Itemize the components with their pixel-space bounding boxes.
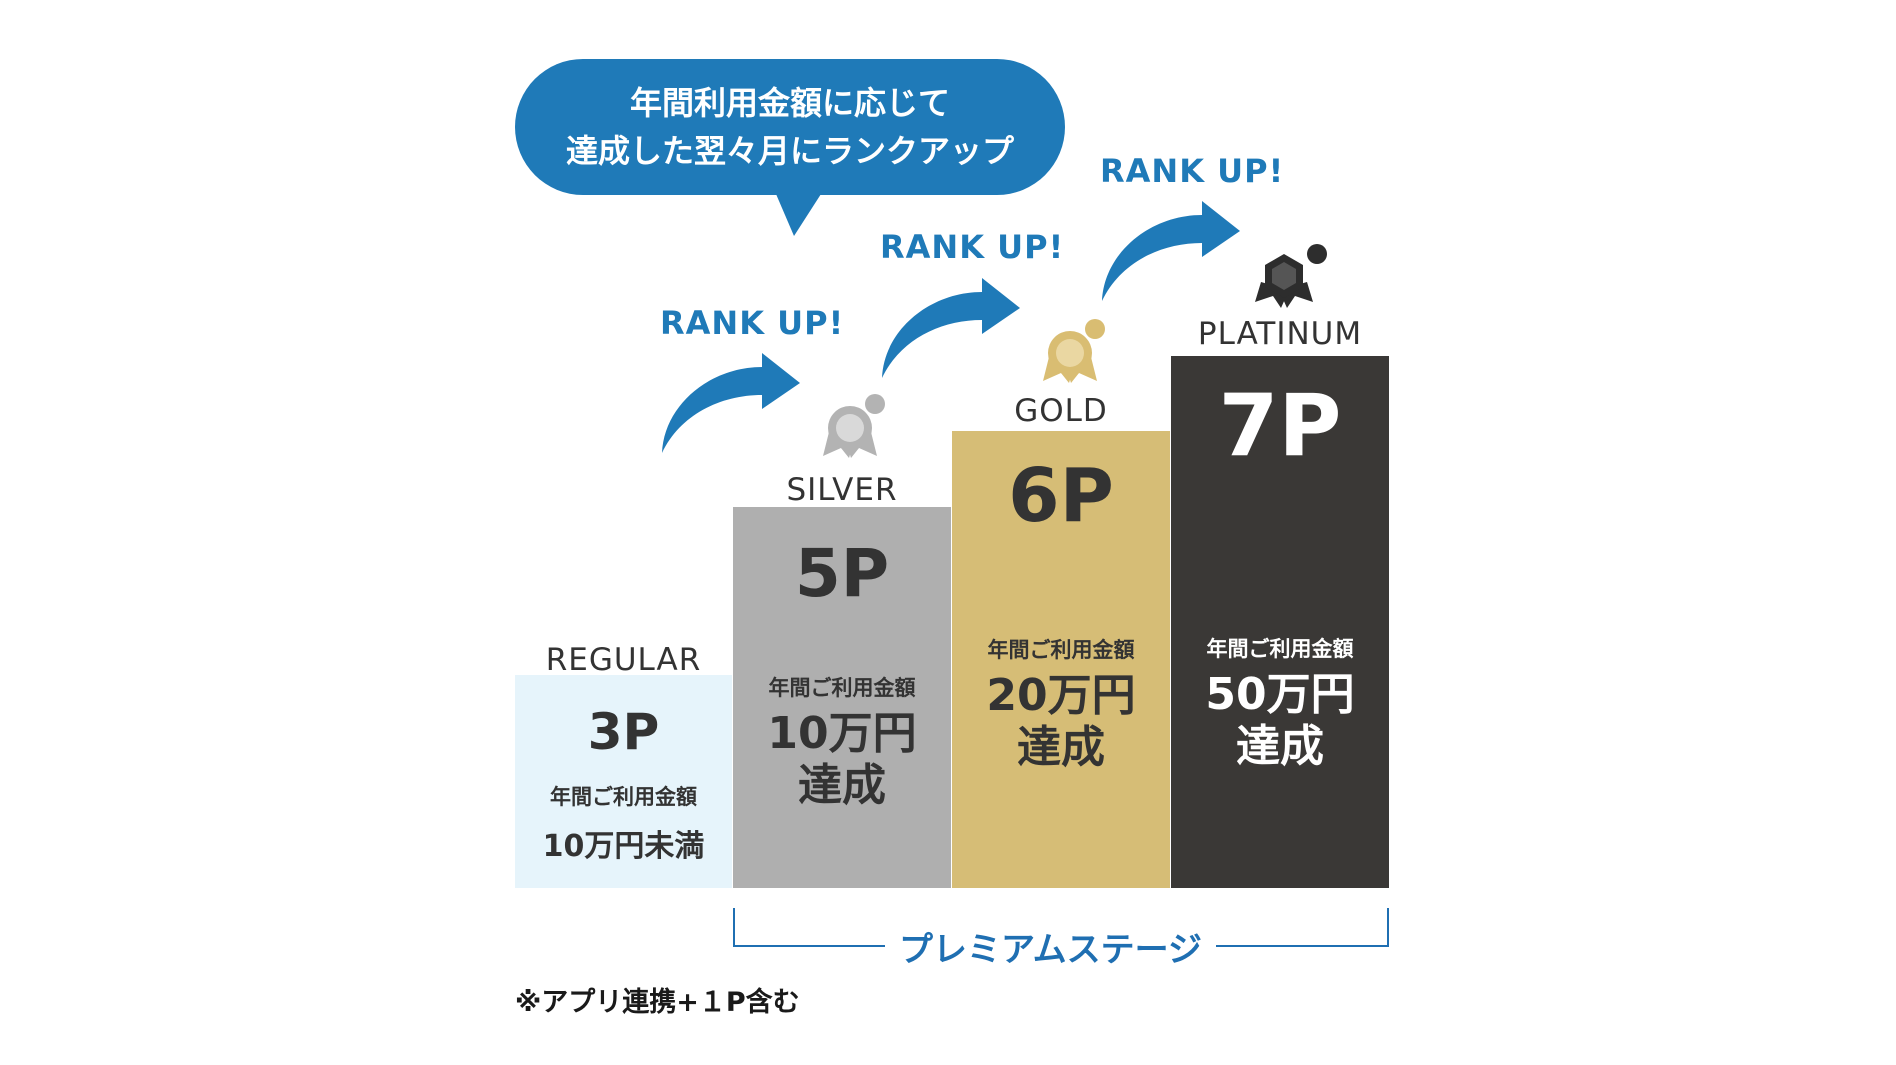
tier-condition-achieve: 達成 bbox=[798, 760, 886, 811]
tier-bar-gold: 6P 年間ご利用金額 20万円 達成 bbox=[952, 431, 1170, 888]
rank-up-label-1: RANK UP! bbox=[660, 304, 845, 342]
tier-points: 5P bbox=[794, 535, 890, 612]
tier-points: 6P bbox=[1008, 453, 1114, 539]
tier-points: 3P bbox=[587, 703, 660, 761]
medal-icon bbox=[823, 394, 885, 458]
tier-condition-label: 年間ご利用金額 bbox=[987, 638, 1135, 662]
tier-points: 7P bbox=[1218, 376, 1342, 476]
curved-arrow-icon bbox=[882, 278, 1020, 378]
medal-icon bbox=[1043, 319, 1105, 383]
tier-bar-regular: 3P 年間ご利用金額 10万円未満 bbox=[515, 675, 732, 888]
curved-arrow-icon bbox=[662, 353, 800, 453]
tier-condition-label: 年間ご利用金額 bbox=[1206, 637, 1354, 661]
tier-condition-achieve: 達成 bbox=[1017, 722, 1105, 773]
tier-condition-value: 10万円未満 bbox=[542, 829, 705, 864]
tier-condition-achieve: 達成 bbox=[1236, 721, 1324, 772]
bubble-line-2: 達成した翌々月にランクアップ bbox=[565, 132, 1014, 170]
tier-bar-silver: 5P 年間ご利用金額 10万円 達成 bbox=[733, 507, 951, 888]
tier-name-silver: SILVER bbox=[786, 472, 898, 508]
bubble-tail bbox=[770, 180, 830, 236]
bubble-line-1: 年間利用金額に応じて bbox=[629, 84, 950, 122]
tier-condition-amount: 20万円 bbox=[986, 670, 1136, 721]
crown-badge-icon bbox=[1255, 244, 1327, 308]
tier-name-gold: GOLD bbox=[1014, 393, 1108, 429]
tier-condition-amount: 50万円 bbox=[1205, 669, 1355, 720]
tier-condition-amount: 10万円 bbox=[767, 708, 917, 759]
footnote: ※アプリ連携+１P含む bbox=[515, 987, 800, 1018]
rank-up-label-3: RANK UP! bbox=[1100, 152, 1285, 190]
tier-name-platinum: PLATINUM bbox=[1197, 316, 1363, 352]
info-bubble: 年間利用金額に応じて 達成した翌々月にランクアップ bbox=[515, 59, 1065, 195]
tier-condition-label: 年間ご利用金額 bbox=[768, 676, 916, 700]
tier-condition-label: 年間ご利用金額 bbox=[550, 785, 697, 809]
curved-arrow-icon bbox=[1102, 201, 1240, 301]
tier-name-regular: REGULAR bbox=[545, 642, 702, 678]
premium-stage-label: プレミアムステージ bbox=[885, 922, 1216, 971]
tier-bar-platinum: 7P 年間ご利用金額 50万円 達成 bbox=[1171, 356, 1389, 888]
rank-up-label-2: RANK UP! bbox=[880, 228, 1065, 266]
